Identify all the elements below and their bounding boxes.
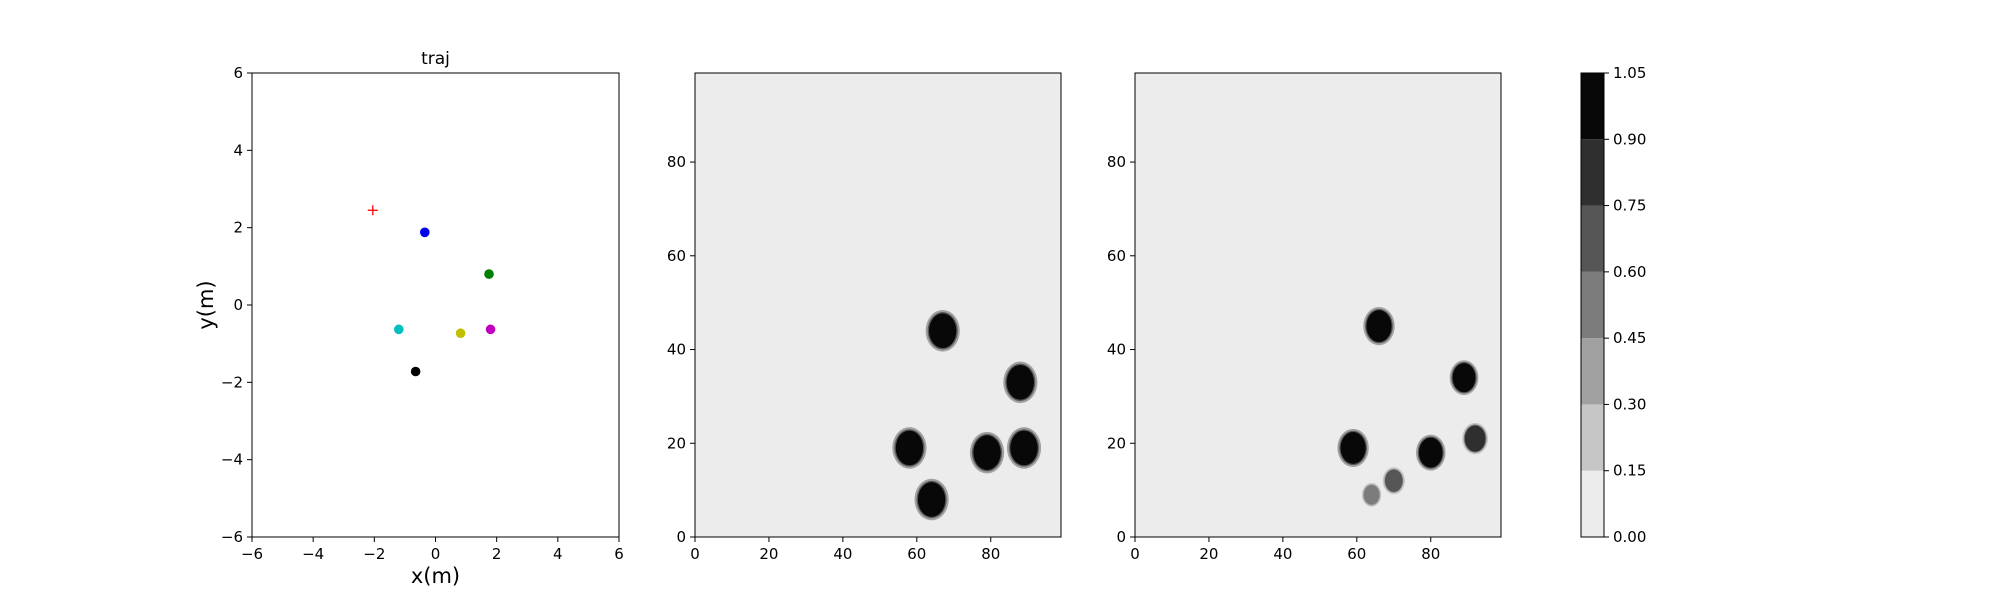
y-tick-label: 0 [233, 296, 243, 314]
y-tick-label: 0 [676, 528, 686, 546]
y-tick-label: 80 [1107, 153, 1126, 171]
y-tick-label: −6 [221, 528, 243, 546]
x-tick-label: 80 [981, 545, 1000, 563]
heatmap-2-frame [1134, 72, 1502, 538]
x-tick-label: 40 [1273, 545, 1292, 563]
blob-core [973, 435, 1001, 470]
colorbar-tick-label: 0.90 [1613, 130, 1646, 148]
colorbar-ticks: 0.00 0.15 0.30 0.45 0.60 0.75 0.90 1.05 [1604, 64, 1646, 546]
y-tick-label: 20 [1107, 434, 1126, 452]
colorbar-tick-label: 0.60 [1613, 263, 1646, 281]
colorbar-band [1581, 338, 1604, 405]
agent-point [484, 269, 494, 279]
x-tick-label: 60 [1347, 545, 1366, 563]
x-tick-label: −6 [241, 545, 263, 563]
x-tick-label: 0 [1130, 545, 1140, 563]
x-tick-label: 60 [907, 545, 926, 563]
blob-core [929, 313, 957, 349]
x-tick-label: −2 [363, 545, 385, 563]
heatmap-1-blobs [892, 309, 1042, 521]
colorbar-band [1581, 404, 1604, 471]
traj-panel: −6 −4 −2 0 2 4 6 −6 −4 −2 0 2 4 6 traj x(m) y(m) [194, 49, 624, 588]
traj-x-ticks: −6 −4 −2 0 2 4 6 [241, 537, 624, 563]
y-tick-label: −2 [221, 373, 243, 391]
y-tick-label: −4 [221, 451, 243, 469]
x-tick-label: 0 [690, 545, 700, 563]
y-tick-label: 60 [1107, 247, 1126, 265]
heatmap-2-y-ticks: 0 20 40 60 80 [1107, 153, 1135, 546]
x-tick-label: 6 [614, 545, 624, 563]
blob-core [1340, 432, 1366, 464]
x-tick-label: 80 [1421, 545, 1440, 563]
y-tick-label: 60 [667, 247, 686, 265]
heatmap-2-blobs [1337, 306, 1489, 507]
heatmap-2-x-ticks: 0 20 40 60 80 [1130, 537, 1440, 563]
blob-core [1384, 469, 1403, 493]
traj-x-axis-label: x(m) [411, 564, 460, 588]
colorbar-band [1581, 73, 1604, 140]
x-tick-label: 2 [492, 545, 502, 563]
colorbar-band [1581, 271, 1604, 339]
heatmap-1-background [695, 73, 1061, 537]
agent-point [394, 324, 404, 335]
traj-y-axis-label: y(m) [194, 280, 218, 329]
colorbar-tick-label: 0.30 [1613, 395, 1646, 413]
traj-y-ticks: −6 −4 −2 0 2 4 6 [221, 64, 252, 546]
blob-core [1006, 364, 1035, 400]
y-tick-label: 2 [233, 219, 243, 237]
heatmap-panel-1: 0 20 40 60 80 0 20 40 60 80 [667, 72, 1062, 563]
colorbar-band [1581, 139, 1604, 206]
y-tick-label: 40 [1107, 341, 1126, 359]
colorbar: 0.00 0.15 0.30 0.45 0.60 0.75 0.90 1.05 [1580, 64, 1646, 546]
colorbar-tick-label: 1.05 [1613, 64, 1646, 82]
traj-marks [367, 205, 496, 377]
blob-core [1464, 425, 1486, 452]
y-tick-label: 0 [1116, 528, 1126, 546]
x-tick-label: 20 [1199, 545, 1218, 563]
colorbar-tick-label: 0.00 [1613, 528, 1646, 546]
y-tick-label: 6 [233, 64, 243, 82]
colorbar-tick-label: 0.15 [1613, 462, 1646, 480]
heatmap-panel-2: 0 20 40 60 80 0 20 40 60 80 [1107, 72, 1502, 563]
colorbar-band [1581, 205, 1604, 272]
agent-point [485, 324, 496, 335]
heatmap-2-background [1135, 73, 1501, 537]
traj-plot-area [252, 73, 619, 537]
agent-point [410, 366, 421, 377]
blob-core [895, 430, 924, 466]
x-tick-label: 40 [833, 545, 852, 563]
y-tick-label: 80 [667, 153, 686, 171]
traj-title: traj [421, 49, 450, 69]
y-tick-label: 20 [667, 434, 686, 452]
y-tick-label: 40 [667, 341, 686, 359]
agent-point [419, 227, 430, 238]
blob-core [1366, 310, 1392, 343]
x-tick-label: −4 [302, 545, 324, 563]
agent-point [455, 328, 466, 339]
heatmap-1-y-ticks: 0 20 40 60 80 [667, 153, 695, 546]
blob-core [1010, 430, 1038, 466]
blob-core [917, 482, 946, 517]
colorbar-band [1581, 470, 1604, 537]
blob-core [1418, 437, 1443, 468]
x-tick-label: 20 [759, 545, 778, 563]
colorbar-bands [1581, 73, 1604, 537]
colorbar-frame [1580, 72, 1605, 538]
heatmap-1-frame [694, 72, 1062, 538]
blob-core [1363, 484, 1380, 505]
colorbar-tick-label: 0.75 [1613, 197, 1646, 215]
heatmap-1-x-ticks: 0 20 40 60 80 [690, 537, 1000, 563]
x-tick-label: 4 [553, 545, 563, 563]
blob-core [1452, 363, 1476, 393]
x-tick-label: 0 [431, 545, 441, 563]
colorbar-tick-label: 0.45 [1613, 329, 1646, 347]
y-tick-label: 4 [233, 141, 243, 159]
